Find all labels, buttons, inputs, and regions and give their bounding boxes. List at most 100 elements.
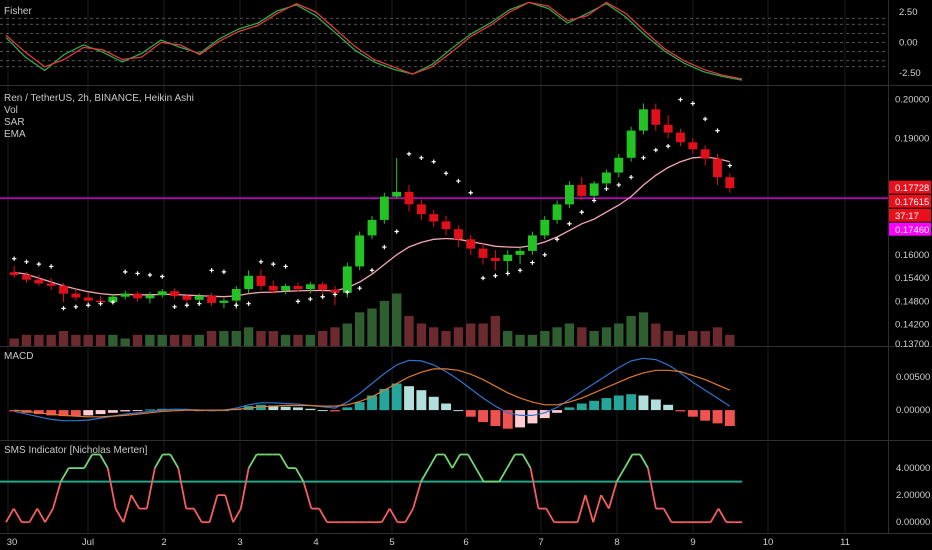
- sms-line-segment: [106, 467, 117, 509]
- sar-point: [197, 301, 202, 306]
- macd-histogram-bar: [33, 410, 44, 415]
- sms-line-segment: [420, 467, 430, 483]
- candle-body: [478, 248, 488, 258]
- sms-line-segment: [443, 454, 454, 469]
- sms-line-segment: [522, 454, 532, 469]
- sar-point: [480, 275, 486, 281]
- candle-body: [713, 158, 722, 178]
- sms-line-segment: [224, 494, 234, 523]
- candle-body: [490, 257, 500, 261]
- sar-point: [295, 299, 301, 304]
- volume-bar: [367, 308, 377, 346]
- sar-point: [394, 229, 399, 234]
- sar-point: [431, 159, 436, 164]
- candle-body: [305, 284, 315, 289]
- candle-body: [318, 284, 328, 290]
- sms-line-segment: [428, 454, 438, 469]
- sar-point: [443, 171, 449, 176]
- candle-body: [133, 293, 142, 299]
- macd-histogram-bar: [650, 399, 661, 411]
- volume-bar: [404, 316, 414, 346]
- sms-line-segment: [232, 508, 242, 523]
- sar-point: [419, 155, 424, 160]
- candle-body: [219, 300, 229, 303]
- sar-point: [567, 221, 572, 226]
- volume-bar: [564, 323, 575, 346]
- candle-body: [392, 191, 402, 197]
- volume-bar: [478, 323, 488, 346]
- sms-tick-label: 4.00000: [896, 463, 930, 474]
- fisher-series-line: [5, 1, 743, 80]
- sar-point: [591, 198, 597, 203]
- sms-line-segment: [404, 508, 414, 523]
- candle-body: [170, 291, 179, 296]
- sar-price-tag: 0.17460: [895, 225, 929, 236]
- candle-body: [663, 124, 673, 133]
- sar-point: [184, 303, 190, 308]
- time-tick-label: Jul: [82, 537, 94, 548]
- candle-body: [22, 275, 31, 280]
- countdown-tag-bg: [889, 208, 931, 222]
- candle-body: [651, 109, 661, 125]
- candle-body: [194, 295, 204, 300]
- candle-body: [367, 219, 377, 236]
- sms-line-segment: [584, 494, 595, 523]
- fisher-tick-label: -2.50: [899, 68, 921, 79]
- macd-histogram-bar: [268, 405, 279, 411]
- macd-histogram-bar: [305, 408, 316, 411]
- sms-line-segment: [28, 508, 39, 523]
- sms-line-segment: [247, 454, 258, 469]
- fisher-pane-label: Fisher: [4, 6, 32, 17]
- sms-tick-label: 0.00000: [896, 517, 930, 528]
- candle-body: [96, 300, 105, 303]
- volume-bar: [342, 323, 352, 346]
- candle-body: [688, 142, 698, 150]
- volume-bar: [330, 327, 340, 347]
- sar-point: [258, 259, 264, 264]
- volume-bar: [663, 331, 673, 346]
- candle-body: [59, 285, 68, 294]
- candle-body: [404, 191, 414, 205]
- sar-point: [246, 301, 251, 306]
- candle-body: [231, 289, 241, 301]
- ema-price-tag: 0.17615: [895, 197, 929, 208]
- sar-point: [209, 268, 214, 273]
- sar-point: [505, 271, 510, 276]
- sar-label: SAR: [4, 117, 25, 128]
- volume-bar: [305, 334, 315, 347]
- sar-point: [36, 261, 42, 267]
- volume-bar: [231, 331, 241, 346]
- macd-histogram-bar: [145, 409, 155, 411]
- candle-body: [268, 285, 278, 291]
- sar-point: [456, 178, 461, 184]
- sar-point: [283, 264, 288, 269]
- macd-histogram-bar: [428, 396, 439, 411]
- sar-point: [702, 116, 708, 122]
- macd-histogram-bar: [515, 410, 525, 428]
- volume-bar: [157, 334, 167, 347]
- candle-body: [120, 293, 130, 297]
- sms-line-segment: [623, 454, 634, 469]
- candle-body: [182, 295, 192, 300]
- candle-body: [83, 297, 93, 301]
- volume-bar: [577, 327, 587, 347]
- candle-body: [503, 254, 513, 261]
- sms-line-segment: [615, 467, 626, 483]
- candle-body: [416, 204, 426, 215]
- sms-line-segment: [709, 508, 720, 523]
- sms-line-segment: [83, 454, 93, 469]
- macd-histogram-bar: [256, 404, 266, 411]
- sar-point: [690, 101, 696, 106]
- sar-point: [369, 268, 375, 273]
- sar-point: [653, 147, 658, 153]
- time-tick-label: 4: [313, 537, 318, 548]
- candle-body: [145, 295, 155, 299]
- countdown-tag: 37:17: [895, 211, 919, 222]
- candle-body: [71, 293, 81, 298]
- candle-body: [577, 185, 587, 196]
- sar-point: [221, 269, 227, 275]
- sms-line-segment: [647, 467, 657, 509]
- candle-body: [725, 177, 735, 189]
- sms-line-segment: [36, 508, 46, 523]
- volume-bar: [206, 331, 217, 346]
